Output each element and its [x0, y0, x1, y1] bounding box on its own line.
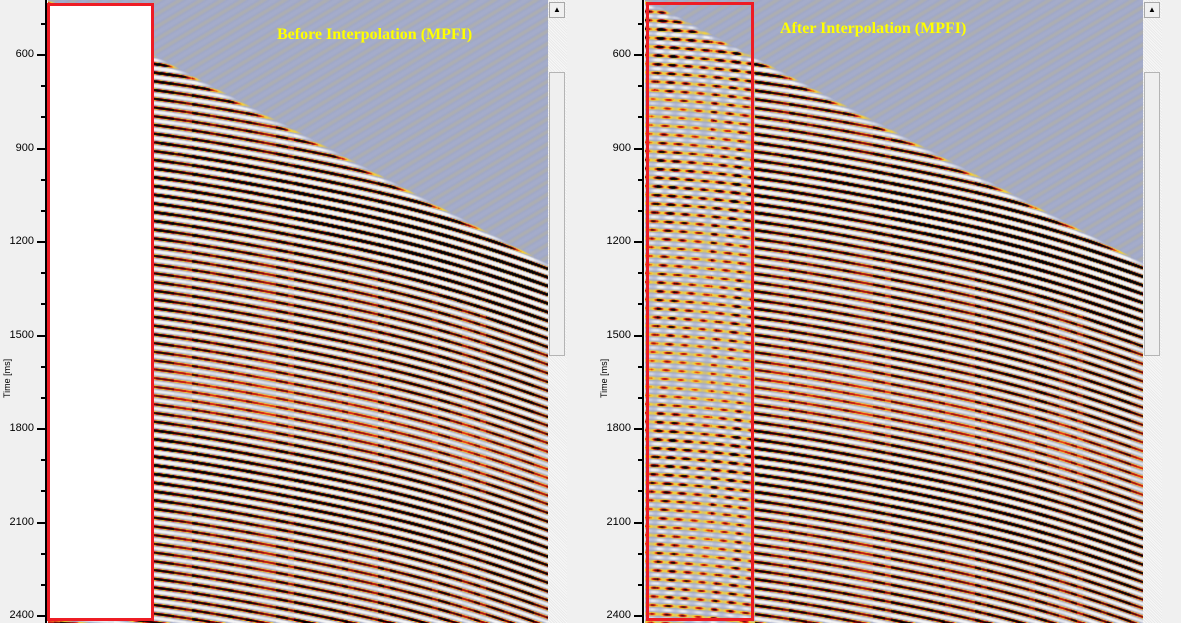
seismic-section-after: [645, 0, 1143, 623]
major-tick: [37, 615, 45, 618]
minor-tick: [41, 272, 45, 275]
major-tick: [634, 334, 642, 337]
gap-highlight-box: [47, 3, 154, 621]
major-tick: [634, 54, 642, 56]
minor-tick: [638, 303, 642, 306]
major-tick: [634, 147, 642, 150]
minor-tick: [41, 303, 45, 306]
before-panel: 600 900 1200 1500 1800 2100 2400 Time [ms] Bef…: [0, 0, 580, 623]
minor-tick: [638, 272, 642, 275]
minor-tick: [638, 459, 642, 462]
y-axis-label: Time [ms]: [599, 358, 609, 398]
minor-tick: [638, 85, 642, 88]
minor-tick: [41, 178, 45, 181]
major-tick: [37, 241, 45, 244]
scrollbar-thumb[interactable]: [549, 72, 565, 356]
interpolated-highlight-box: [646, 2, 754, 621]
major-tick: [634, 428, 642, 431]
y-tick-label: 600: [15, 48, 34, 60]
major-tick: [634, 241, 642, 244]
major-tick: [37, 54, 45, 56]
y-tick-label: 900: [612, 141, 631, 154]
minor-tick: [41, 552, 45, 555]
vertical-scrollbar[interactable]: ▲: [1143, 0, 1162, 623]
vertical-scrollbar[interactable]: ▲: [548, 0, 567, 623]
minor-tick: [638, 583, 642, 586]
y-axis: [45, 0, 47, 623]
minor-tick: [638, 22, 642, 25]
y-tick-label: 1800: [9, 422, 34, 435]
y-tick-label: 1800: [606, 422, 631, 435]
triangle-up-icon[interactable]: ▲: [549, 2, 565, 18]
y-tick-label: 600: [612, 48, 631, 60]
minor-tick: [41, 22, 45, 25]
y-tick-label: 1500: [606, 328, 631, 341]
major-tick: [634, 521, 642, 524]
major-tick: [37, 521, 45, 524]
y-axis-label: Time [ms]: [2, 358, 12, 398]
major-tick: [37, 147, 45, 150]
minor-tick: [638, 552, 642, 555]
minor-tick: [41, 85, 45, 88]
minor-tick: [638, 209, 642, 212]
y-tick-label: 2100: [606, 515, 631, 528]
major-tick: [634, 615, 642, 618]
triangle-up-icon[interactable]: ▲: [1144, 2, 1160, 18]
major-tick: [37, 334, 45, 337]
y-tick-label: 900: [15, 141, 34, 154]
minor-tick: [638, 365, 642, 368]
y-axis: [642, 0, 644, 623]
minor-tick: [638, 116, 642, 119]
y-tick-label: 2400: [606, 609, 631, 622]
major-tick: [37, 428, 45, 431]
y-tick-label: 2100: [9, 515, 34, 528]
minor-tick: [41, 365, 45, 368]
minor-tick: [638, 396, 642, 399]
minor-tick: [41, 459, 45, 462]
minor-tick: [638, 178, 642, 181]
minor-tick: [41, 116, 45, 119]
y-tick-label: 1200: [606, 235, 631, 248]
scrollbar-thumb[interactable]: [1144, 72, 1160, 356]
minor-tick: [41, 490, 45, 493]
panel-title: After Interpolation (MPFI): [780, 20, 967, 37]
y-tick-label: 1500: [9, 328, 34, 341]
after-panel: 600 900 1200 1500 1800 2100 2400 Time [ms] Aft…: [597, 0, 1181, 623]
y-tick-label: 2400: [9, 609, 34, 622]
minor-tick: [41, 583, 45, 586]
minor-tick: [638, 490, 642, 493]
y-tick-label: 1200: [9, 235, 34, 248]
minor-tick: [41, 209, 45, 212]
minor-tick: [41, 396, 45, 399]
panel-title: Before Interpolation (MPFI): [277, 26, 473, 43]
